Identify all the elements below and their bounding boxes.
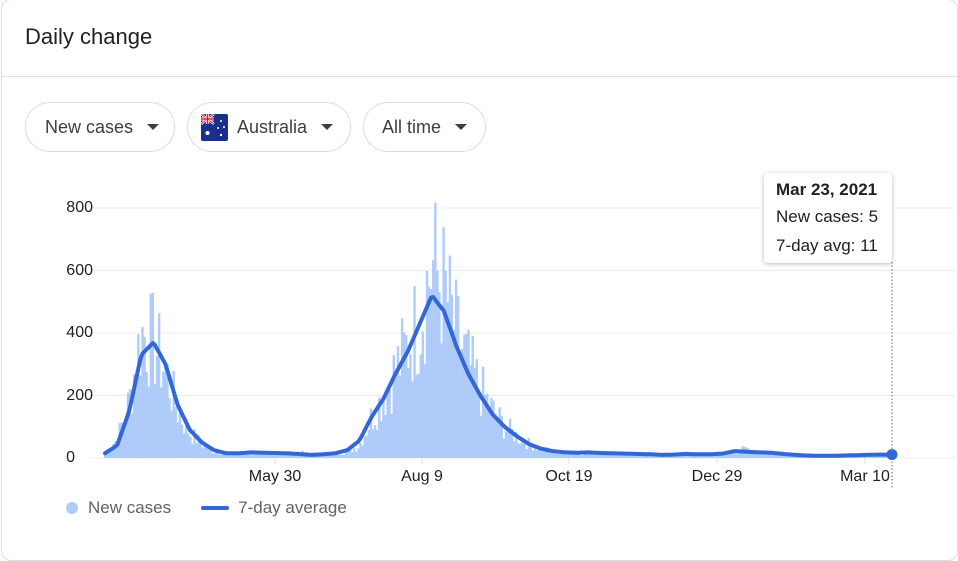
chart-legend: New cases 7-day average (66, 498, 347, 518)
x-tick-mar10: Mar 10 (840, 468, 890, 485)
location-dropdown-label: Australia (237, 116, 308, 137)
x-tick-aug9: Aug 9 (401, 468, 443, 485)
tooltip-avg: 7-day avg: 11 (776, 236, 878, 255)
location-dropdown[interactable]: Australia (187, 102, 351, 152)
caret-down-icon (321, 124, 334, 130)
time-range-dropdown[interactable]: All time (363, 102, 486, 152)
australia-flag-icon (201, 113, 228, 141)
y-tick-600: 600 (66, 262, 93, 279)
x-tick-dec29: Dec 29 (691, 468, 743, 485)
new-cases-legend-dot-icon (66, 502, 78, 514)
y-tick-0: 0 (66, 449, 75, 466)
y-tick-400: 400 (66, 324, 93, 341)
tooltip-date: Mar 23, 2021 (776, 180, 878, 199)
metric-dropdown-label: New cases (45, 116, 134, 137)
avg-legend-line-icon (201, 506, 230, 510)
legend-new-cases: New cases (88, 498, 172, 517)
y-tick-800: 800 (66, 199, 93, 216)
y-tick-200: 200 (66, 387, 93, 404)
legend-avg: 7-day average (238, 498, 347, 517)
card-title: Daily change (25, 24, 153, 49)
chart-tooltip: Mar 23, 2021 New cases: 5 7-day avg: 11 (764, 173, 892, 263)
x-tick-oct19: Oct 19 (545, 468, 593, 485)
caret-down-icon (455, 124, 468, 130)
time-range-dropdown-label: All time (382, 116, 442, 137)
header-divider (1, 76, 957, 77)
caret-down-icon (147, 124, 160, 130)
tooltip-new-cases: New cases: 5 (776, 207, 879, 226)
x-tick-may30: May 30 (248, 468, 302, 485)
metric-dropdown[interactable]: New cases (25, 102, 175, 152)
daily-change-chart[interactable] (0, 0, 958, 541)
